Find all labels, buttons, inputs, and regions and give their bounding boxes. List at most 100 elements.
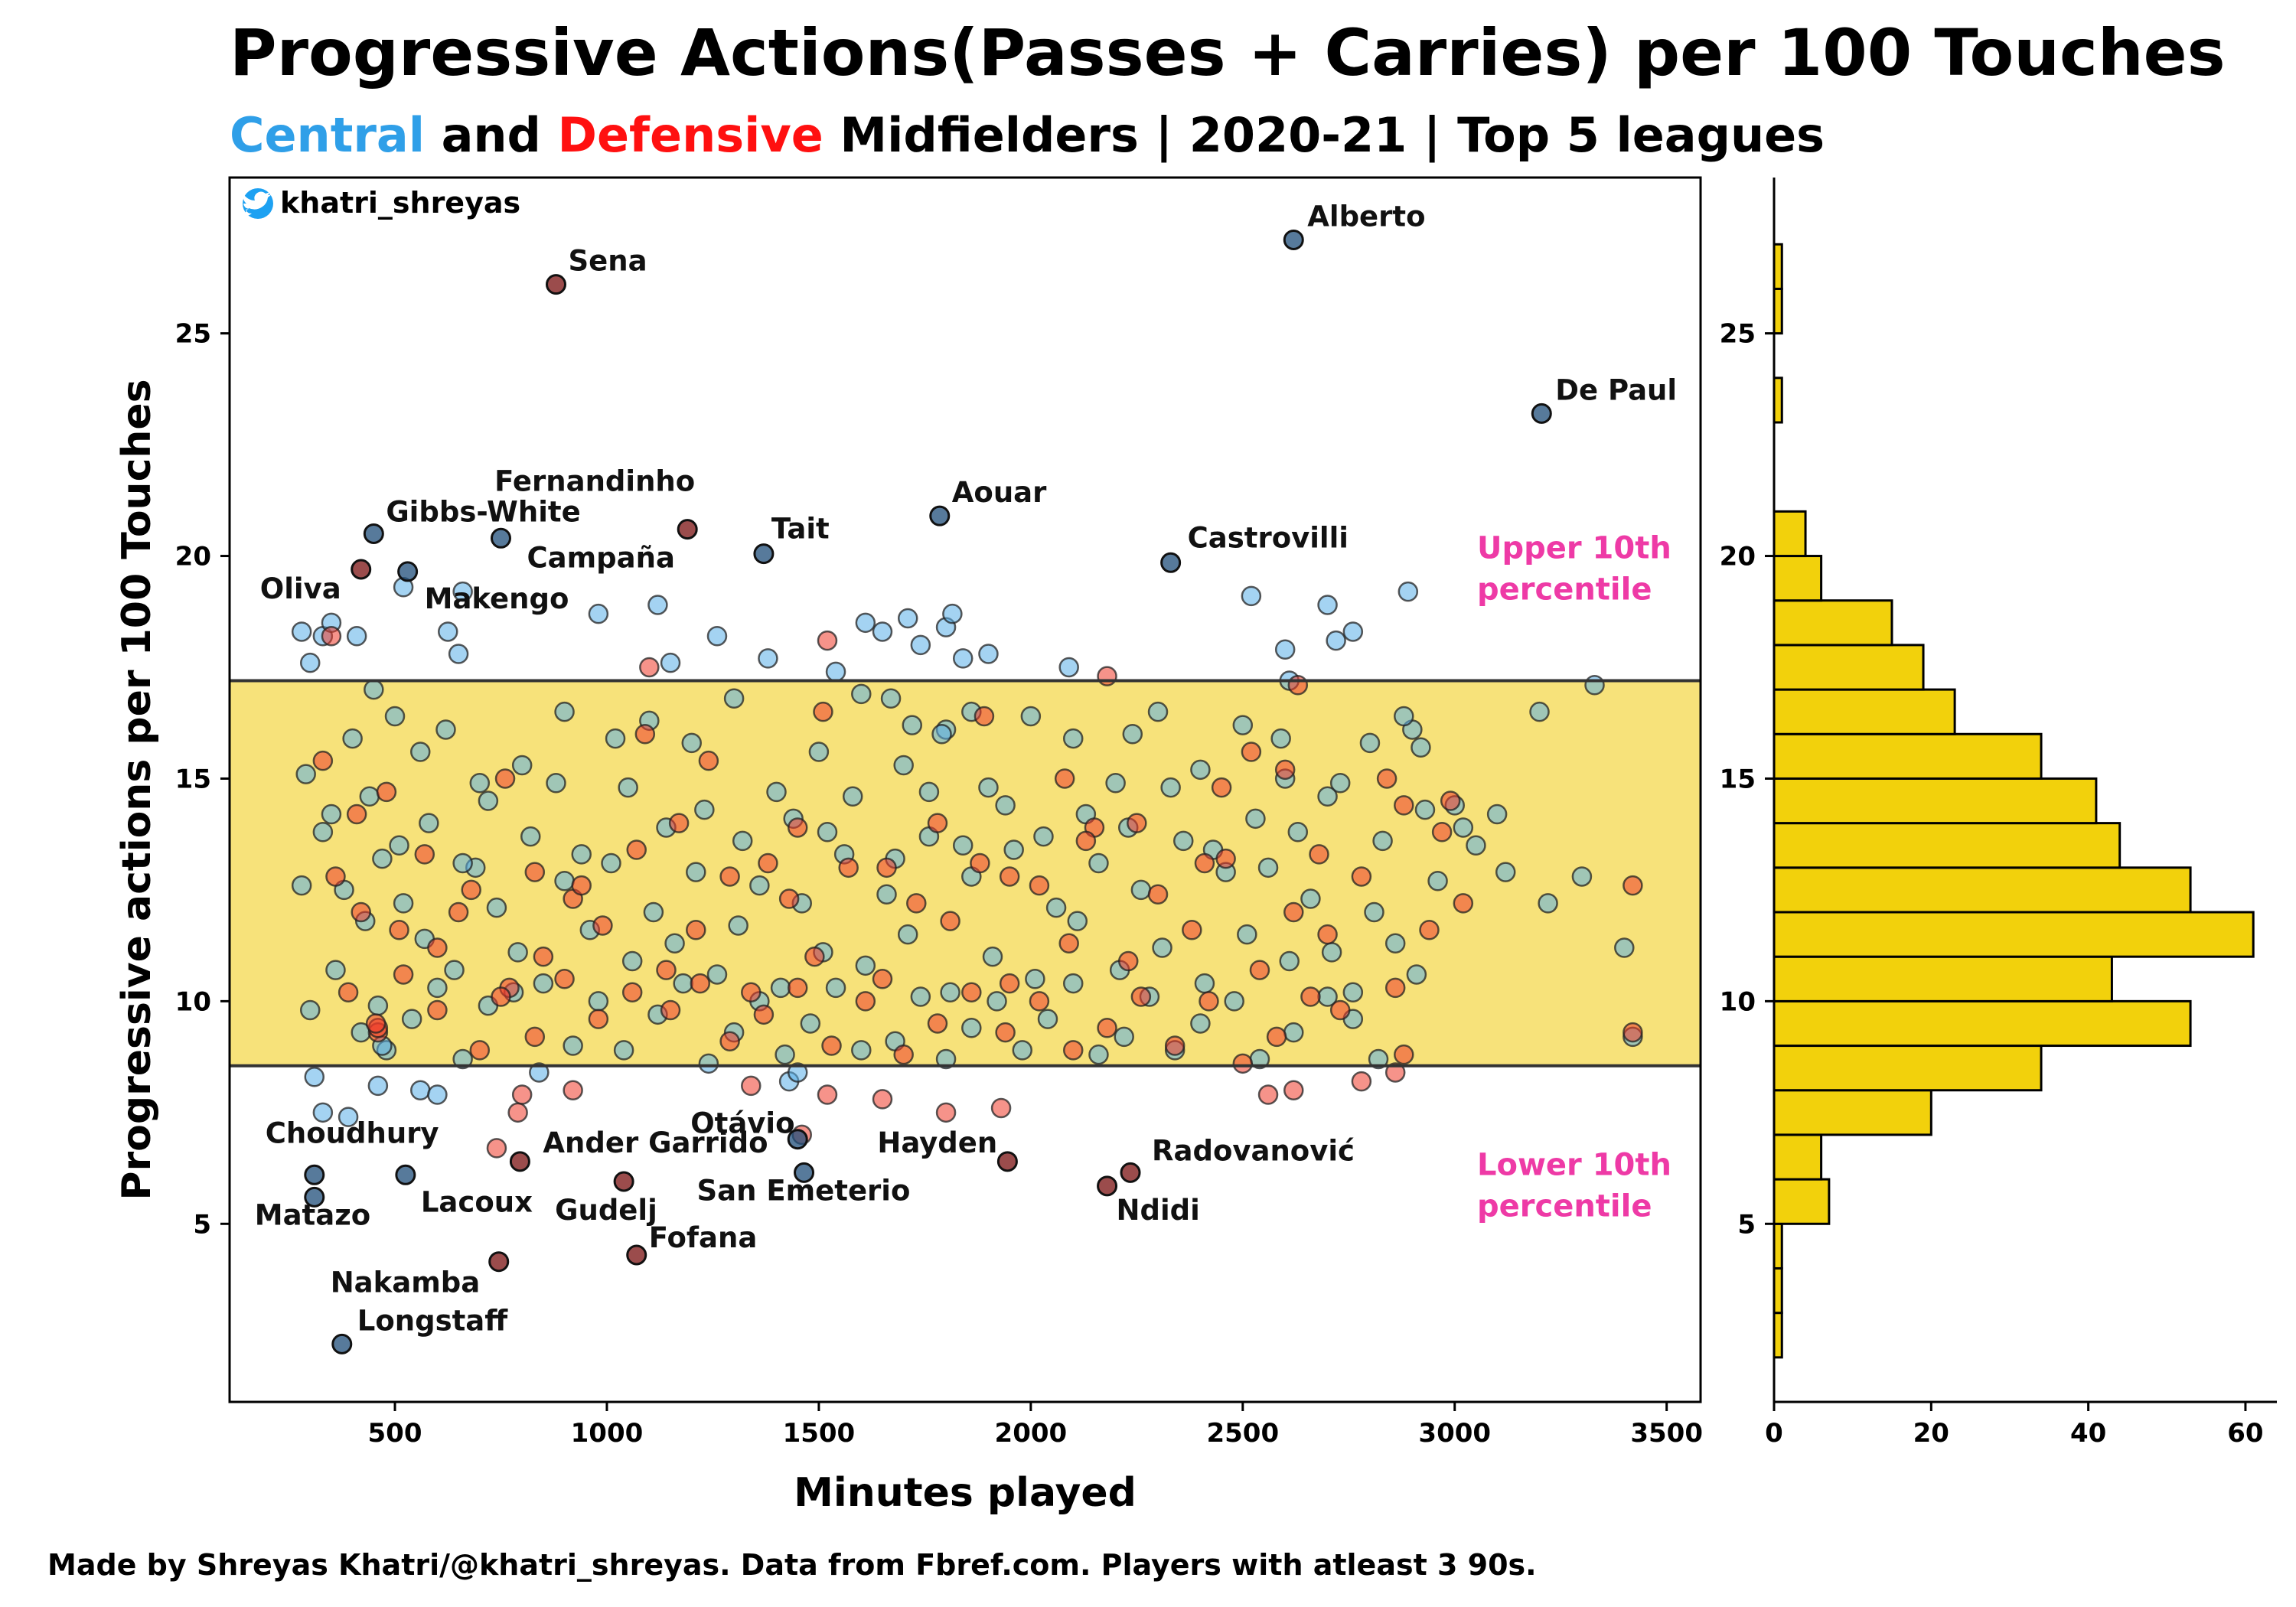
labeled-point xyxy=(304,1164,325,1185)
central-point xyxy=(452,1048,473,1070)
central-point xyxy=(312,1102,334,1123)
histogram-bar xyxy=(1773,688,1956,735)
labeled-point xyxy=(1283,229,1304,250)
central-point xyxy=(1058,657,1079,678)
central-point xyxy=(469,773,491,794)
central-point xyxy=(1279,950,1300,972)
labeled-point xyxy=(509,1151,530,1172)
defensive-point xyxy=(389,920,409,940)
central-point xyxy=(842,786,863,807)
player-label: Lacoux xyxy=(421,1185,533,1218)
central-point xyxy=(1012,1040,1033,1061)
player-label: De Paul xyxy=(1555,373,1677,406)
scatter-plot: Alberto Sena De Paul Fernandinho Aouar Tait Gi… xyxy=(114,176,1703,1516)
central-point xyxy=(367,995,389,1016)
histogram-bar xyxy=(1773,644,1925,691)
defensive-point xyxy=(1394,1044,1414,1065)
subtitle-rest: Midfielders | 2020-21 | Top 5 leagues xyxy=(823,107,1825,164)
defensive-point xyxy=(1440,790,1461,811)
central-point xyxy=(359,786,380,807)
hist-x-tick-label: 0 xyxy=(1765,1418,1783,1449)
defensive-point xyxy=(338,982,359,1002)
histogram-bar xyxy=(1773,287,1783,335)
central-point xyxy=(961,1018,982,1038)
hist-x-tick-label: 20 xyxy=(1913,1418,1949,1449)
central-point xyxy=(1359,732,1381,754)
labeled-point xyxy=(397,561,419,582)
histogram-bar xyxy=(1773,999,2192,1048)
central-point xyxy=(1147,701,1169,722)
histogram-bar xyxy=(1773,555,1823,602)
labeled-point xyxy=(304,1186,325,1208)
defensive-point xyxy=(524,1026,546,1048)
central-point xyxy=(987,991,1007,1012)
central-point xyxy=(952,648,974,669)
histogram-bar xyxy=(1773,510,1807,558)
defensive-point xyxy=(469,1040,491,1061)
defensive-point xyxy=(974,706,995,727)
defensive-point xyxy=(554,969,575,989)
defensive-point xyxy=(533,946,554,967)
central-point xyxy=(435,719,456,740)
defensive-point xyxy=(1215,848,1236,869)
defensive-point xyxy=(427,999,448,1021)
player-label: Aouar xyxy=(952,476,1047,509)
defensive-point xyxy=(1130,986,1152,1007)
central-point xyxy=(982,946,1003,967)
defensive-point xyxy=(698,750,719,771)
central-point xyxy=(1317,786,1338,807)
central-point xyxy=(931,724,952,745)
central-point xyxy=(1414,799,1436,820)
defensive-point xyxy=(1266,1026,1287,1048)
central-point xyxy=(486,897,507,918)
defensive-point xyxy=(813,701,833,722)
central-point xyxy=(444,960,465,980)
defensive-point xyxy=(511,1084,533,1105)
central-point xyxy=(1067,911,1088,931)
subtitle-central: Central xyxy=(230,107,425,163)
central-point xyxy=(367,1075,389,1097)
defensive-point xyxy=(351,901,371,923)
central-point xyxy=(427,1084,448,1105)
central-point xyxy=(1384,933,1406,953)
player-label: Nakamba xyxy=(331,1266,481,1299)
defensive-point xyxy=(1147,884,1169,905)
player-label: Castrovilli xyxy=(1188,521,1349,554)
defensive-point xyxy=(1623,875,1643,896)
central-point xyxy=(732,830,753,852)
central-point xyxy=(1190,1013,1211,1034)
player-label: Ndidi xyxy=(1117,1194,1200,1227)
defensive-point xyxy=(376,781,397,803)
central-point xyxy=(1152,937,1172,958)
central-point xyxy=(706,626,728,647)
central-point xyxy=(389,835,409,856)
central-point xyxy=(1427,871,1448,892)
x-axis-label: Minutes played xyxy=(794,1470,1137,1516)
hist-y-tick-label: 25 xyxy=(1720,319,1756,350)
defensive-point xyxy=(626,839,647,860)
defensive-point xyxy=(588,1009,609,1029)
central-point xyxy=(427,977,448,999)
central-point xyxy=(1321,942,1342,963)
y-tick-label: 20 xyxy=(175,542,211,572)
defensive-point xyxy=(507,1102,528,1123)
central-point xyxy=(766,781,787,803)
central-point xyxy=(770,977,791,999)
labeled-point xyxy=(1160,552,1182,573)
central-point xyxy=(872,621,893,642)
central-point xyxy=(563,1035,583,1056)
hist-y-tick-label: 10 xyxy=(1720,986,1756,1017)
defensive-point xyxy=(1419,920,1440,940)
hist-y-tick-label: 20 xyxy=(1720,542,1756,572)
defensive-point xyxy=(1287,675,1309,696)
central-point xyxy=(507,942,528,963)
central-point xyxy=(1329,773,1351,794)
defensive-point xyxy=(1199,991,1219,1012)
histogram-bar xyxy=(1773,1222,1783,1270)
defensive-point xyxy=(414,844,435,865)
central-point xyxy=(364,679,384,700)
central-point xyxy=(897,608,918,629)
defensive-point xyxy=(321,626,342,647)
defensive-point xyxy=(906,893,927,914)
central-point xyxy=(342,728,363,749)
